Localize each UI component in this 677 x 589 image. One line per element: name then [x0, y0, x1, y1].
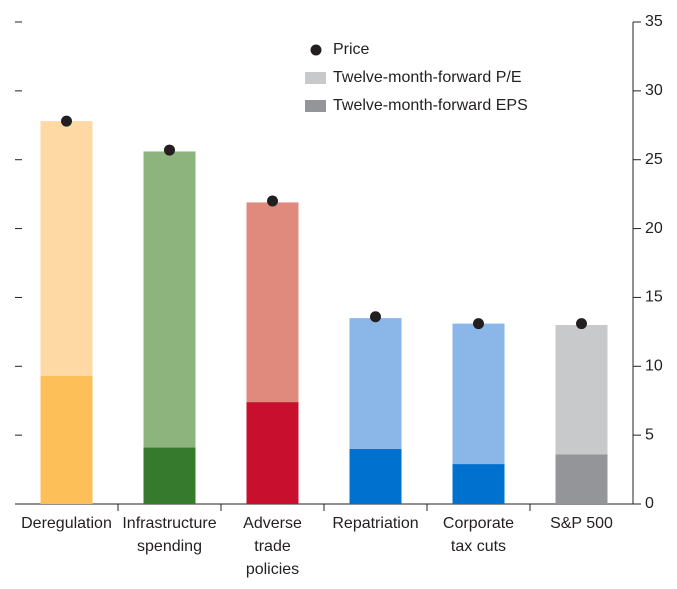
bar-segment [246, 402, 299, 504]
bar-segment [452, 323, 505, 465]
price-dot [576, 318, 587, 330]
bar-segment [40, 121, 93, 376]
bar-segment [349, 318, 402, 449]
y-tick-label: 35 [645, 13, 663, 30]
y-tick-label: 10 [645, 358, 663, 375]
legend-label: Twelve-month-forward EPS [333, 97, 528, 114]
x-tick-label: Infrastructure spending [122, 515, 216, 555]
y-tick-label: 0 [645, 495, 654, 512]
x-tick-label: Corporate tax cuts [443, 515, 514, 555]
price-dot [164, 144, 175, 156]
price-dot [473, 318, 484, 330]
x-tick-label: Deregulation [21, 515, 112, 532]
price-dot [370, 311, 381, 323]
y-tick-label: 25 [645, 151, 663, 168]
bar-segment [555, 324, 608, 455]
bar-segment [143, 447, 196, 504]
y-tick-label: 15 [645, 289, 663, 306]
bar-segment [349, 448, 402, 504]
bar-segment [452, 464, 505, 504]
x-tick-label: Repatriation [332, 515, 418, 532]
x-tick-label: S&P 500 [550, 515, 613, 532]
y-tick-label: 5 [645, 426, 654, 443]
price-dot [267, 195, 278, 207]
y-tick-label: 20 [645, 220, 663, 237]
legend-label: Twelve-month-forward P/E [333, 69, 522, 86]
bar-segment [555, 454, 608, 504]
legend-marker [310, 44, 322, 56]
price-dot [61, 115, 72, 127]
legend-swatch [305, 72, 326, 84]
bar-segment [246, 202, 299, 403]
y-tick-label: 30 [645, 82, 663, 99]
bar-segment [143, 151, 196, 448]
legend-swatch [305, 100, 326, 112]
legend-label: Price [333, 41, 370, 58]
x-tick-label: Adverse trade policies [243, 515, 302, 578]
bar-segment [40, 375, 93, 504]
